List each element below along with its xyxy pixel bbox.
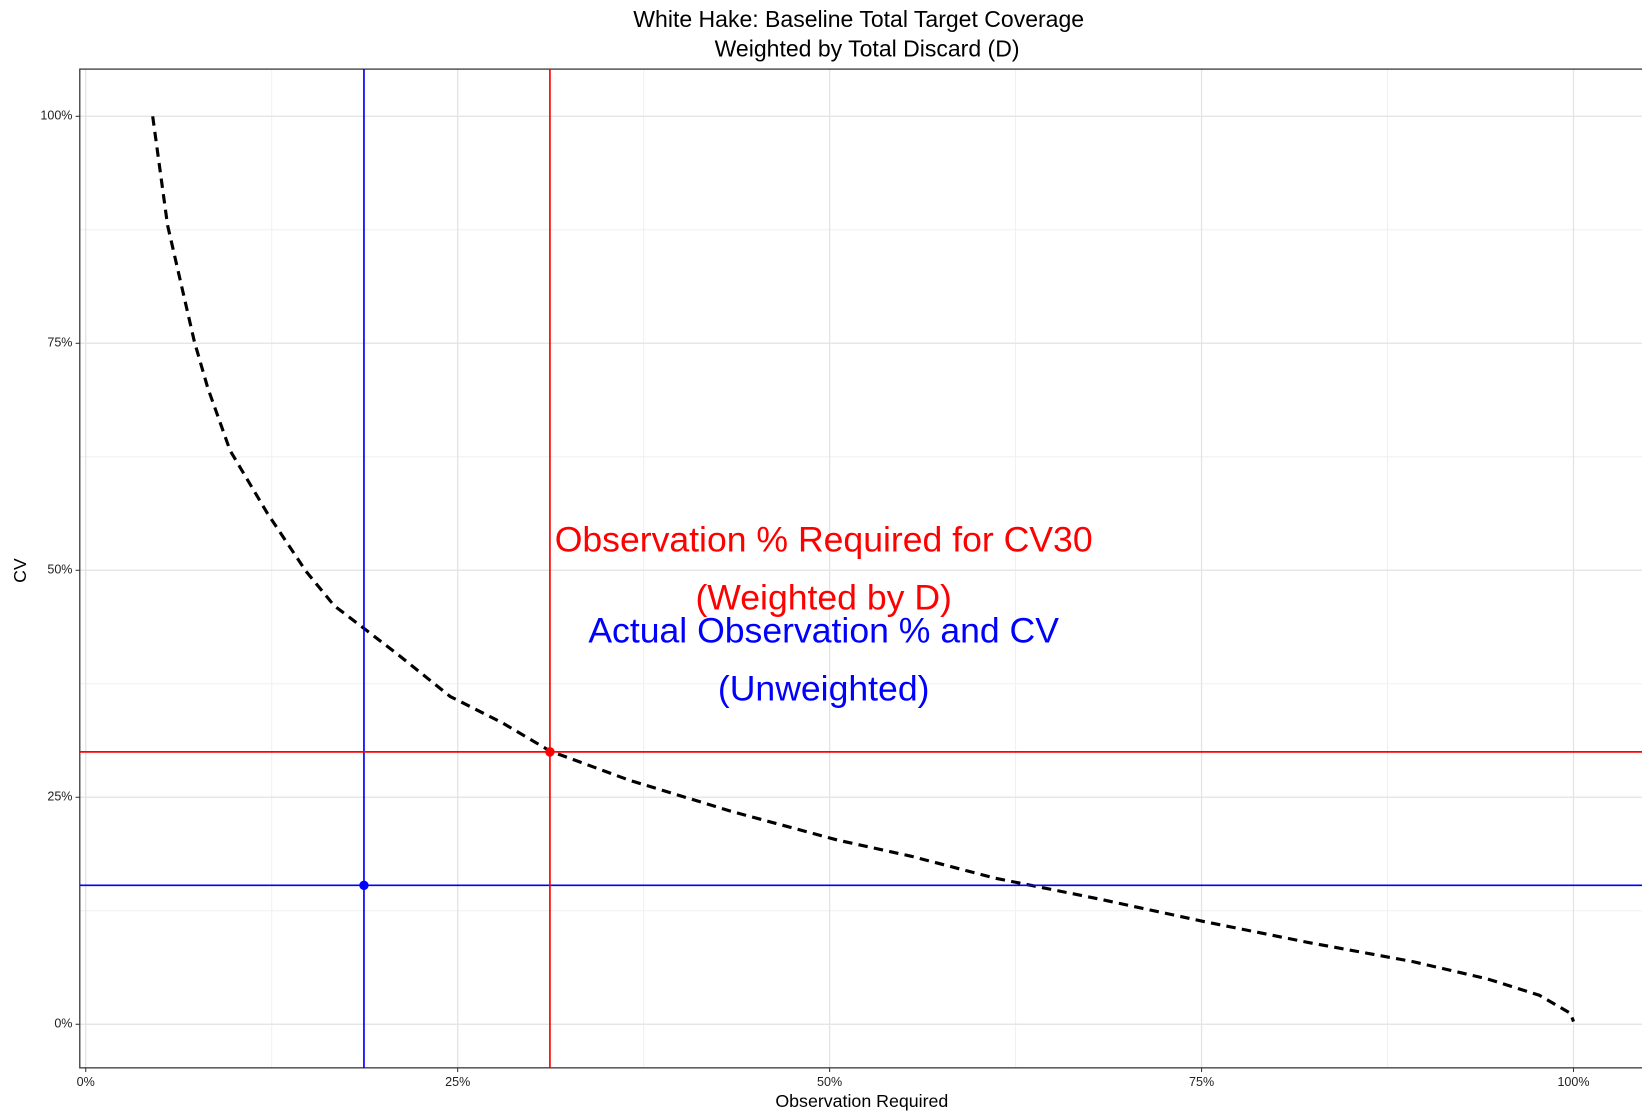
y-tick-label: 75% bbox=[47, 336, 72, 350]
plot-border bbox=[79, 68, 1642, 1069]
y-tick-label: 100% bbox=[40, 109, 72, 123]
y-tick-label: 0% bbox=[54, 1017, 72, 1031]
annotation: Observation % Required for CV30 bbox=[555, 520, 1093, 560]
x-tick-label: 75% bbox=[1189, 1075, 1214, 1089]
y-axis-title: CV bbox=[10, 558, 30, 583]
annotation: (Weighted by D) bbox=[695, 578, 951, 618]
chart-subtitle: Weighted by Total Discard (D) bbox=[715, 35, 1020, 61]
marker-point bbox=[359, 880, 369, 891]
annotation: (Unweighted) bbox=[718, 668, 930, 708]
marker-point bbox=[545, 747, 555, 757]
x-tick-label: 50% bbox=[817, 1075, 842, 1089]
y-tick-label: 50% bbox=[47, 563, 72, 577]
chart-title: White Hake: Baseline Total Target Covera… bbox=[633, 6, 1084, 32]
y-tick-label: 25% bbox=[47, 790, 72, 804]
x-tick-label: 100% bbox=[1557, 1075, 1589, 1089]
x-tick-label: 0% bbox=[77, 1075, 95, 1089]
x-axis-title: Observation Required bbox=[775, 1091, 948, 1111]
x-tick-label: 25% bbox=[445, 1075, 470, 1089]
data-line bbox=[151, 116, 1575, 1023]
annotation: Actual Observation % and CV bbox=[588, 610, 1059, 650]
